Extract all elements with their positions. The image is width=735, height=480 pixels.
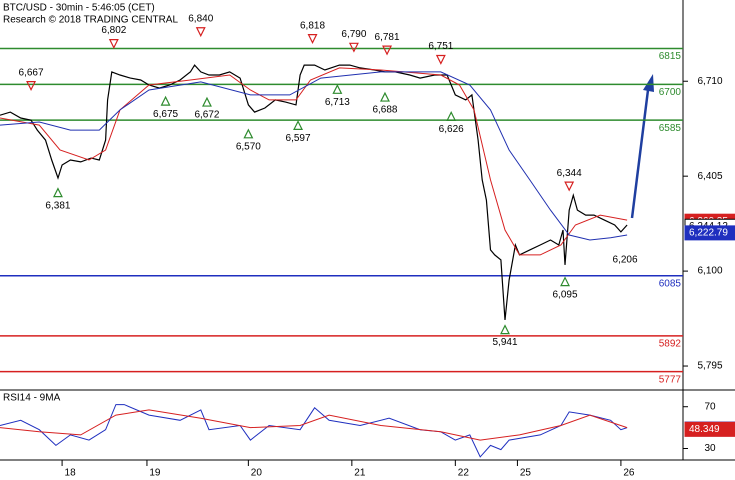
pivot-marker [382, 45, 393, 56]
pivot-label: 6,206 [613, 255, 638, 266]
pivot-marker [195, 27, 206, 38]
chart-subtitle: Research © 2018 TRADING CENTRAL [3, 15, 178, 26]
chart-title: BTC/USD - 30min - 5:46:05 (CET) [3, 3, 155, 14]
pivot-label: 6,781 [375, 32, 400, 43]
pivot-label: 6,570 [236, 141, 261, 152]
pivot-marker [435, 54, 446, 65]
x-tick-label: 21 [354, 468, 366, 479]
pivot-label: 6,840 [188, 13, 213, 24]
pivot-marker [293, 120, 304, 131]
pivot-marker [348, 42, 359, 53]
projection-arrowhead [643, 74, 654, 92]
price-badge-label: 6,222.79 [689, 228, 728, 239]
x-tick-label: 26 [623, 468, 635, 479]
pivot-label: 6,818 [300, 20, 325, 31]
pivot-label: 6,344 [557, 168, 582, 179]
pivot-marker [560, 276, 570, 287]
pivot-marker [564, 181, 575, 192]
x-tick-label: 19 [149, 468, 161, 479]
level-label: 6585 [659, 123, 682, 134]
x-tick-label: 20 [251, 468, 263, 479]
level-label: 5892 [659, 338, 682, 349]
pivot-label: 6,802 [101, 25, 126, 36]
x-tick-label: 25 [520, 468, 532, 479]
pivot-marker [379, 91, 390, 102]
series-line [0, 71, 628, 241]
pivot-marker [446, 111, 457, 121]
pivot-marker [332, 83, 343, 94]
level-label: 6815 [659, 51, 682, 62]
pivot-label: 6,597 [286, 133, 311, 144]
y-tick-label: 6,100 [697, 266, 722, 277]
pivot-label: 6,675 [153, 109, 178, 120]
pivot-label: 6,713 [325, 97, 350, 108]
pivot-marker [160, 95, 171, 106]
series-line [0, 404, 628, 458]
pivot-label: 5,941 [492, 337, 517, 348]
chart-title: RSI14 - 9MA [3, 393, 61, 404]
x-tick-label: 22 [458, 468, 470, 479]
pivot-label: 6,790 [341, 29, 366, 40]
pivot-label: 6,688 [372, 105, 397, 116]
pivot-marker [243, 128, 254, 139]
y-tick-label: 5,795 [697, 361, 722, 372]
y-tick-label: 6,405 [697, 171, 722, 182]
series-line [0, 64, 628, 321]
series-line [0, 409, 628, 441]
pivot-marker [52, 187, 63, 198]
pivot-marker [201, 96, 212, 107]
x-tick-label: 18 [65, 468, 77, 479]
pivot-marker [307, 34, 318, 44]
pivot-marker [26, 81, 37, 91]
y-tick-label: 6,710 [697, 76, 722, 87]
level-label: 6085 [659, 278, 682, 289]
pivot-label: 6,626 [439, 124, 464, 135]
price-badge [684, 421, 735, 437]
pivot-label: 6,095 [553, 289, 578, 300]
price-badge-label: 48.349 [689, 424, 720, 435]
pivot-label: 6,751 [428, 41, 453, 52]
pivot-label: 6,667 [19, 67, 44, 78]
projection-arrow [630, 89, 650, 219]
series-line [0, 67, 628, 256]
pivot-label: 6,381 [45, 200, 70, 211]
price-badge [684, 225, 735, 241]
y-tick-label: 70 [704, 401, 716, 412]
pivot-marker [108, 39, 119, 49]
level-label: 5777 [659, 374, 682, 385]
level-label: 6700 [659, 87, 682, 98]
pivot-label: 6,672 [194, 110, 219, 121]
y-tick-label: 30 [704, 443, 716, 454]
pivot-marker [500, 324, 510, 335]
